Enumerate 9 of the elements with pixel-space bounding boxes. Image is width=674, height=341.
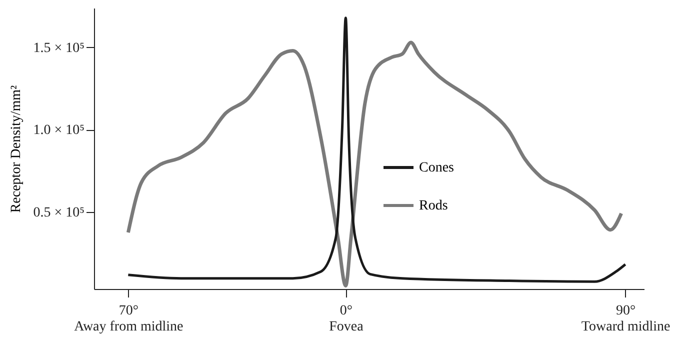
y-tick-label: 0.5 × 10⁵: [33, 205, 85, 220]
legend-label: Cones: [419, 160, 454, 176]
legend-label: Rods: [419, 198, 448, 214]
x-tick-label: 70° Away from midline: [74, 304, 184, 334]
y-tick-label: 1.0 × 10⁵: [33, 123, 85, 138]
y-tick-label: 1.5 × 10⁵: [33, 40, 85, 56]
x-tick-label: 0° Fovea: [329, 304, 364, 334]
x-tick-label: 90° Toward midline: [581, 304, 670, 334]
y-axis-title: Receptor Density/mm²: [9, 85, 24, 213]
